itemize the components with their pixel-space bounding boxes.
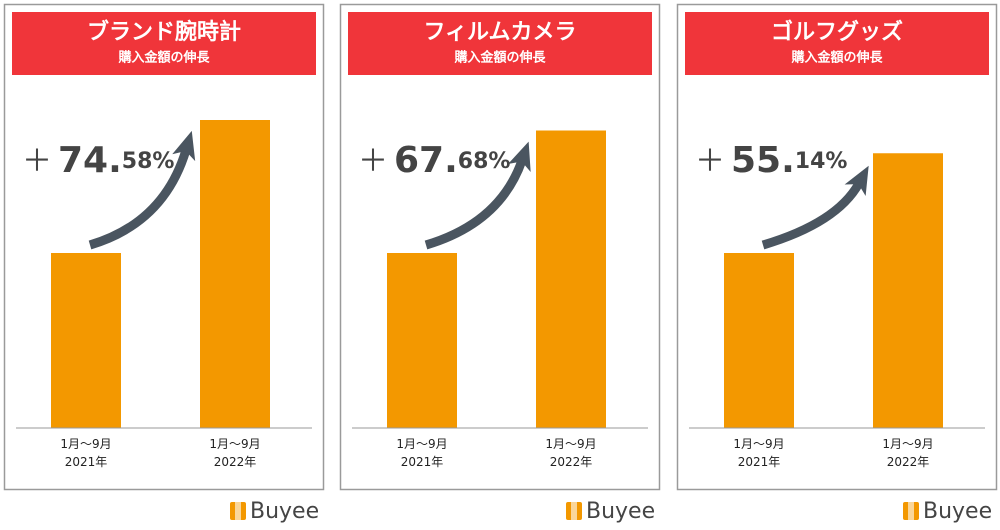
logo-icon-inner [571, 502, 577, 520]
annotation-part: ＋ [358, 144, 388, 179]
x-tick-label-line: 2022年 [550, 455, 593, 469]
annotation-part: 68% [458, 149, 511, 174]
x-tick-label-line: 1月～9月 [882, 437, 933, 451]
annotation-part: 55. [731, 140, 795, 181]
header [12, 12, 316, 75]
x-tick-label-line: 1月～9月 [733, 437, 784, 451]
chart-title: フィルムカメラ [423, 20, 576, 45]
growth-annotation: ＋ 74.58% [22, 140, 174, 181]
x-tick-label: 1月～9月 2022年 [545, 437, 596, 469]
x-tick-label-line: 2022年 [214, 455, 257, 469]
x-tick-label-line: 2021年 [65, 455, 108, 469]
chart-title: ブランド腕時計 [87, 19, 241, 45]
x-tick-label-line: 2021年 [738, 455, 781, 469]
annotation-part: ＋ [695, 144, 725, 179]
bar [51, 253, 121, 428]
x-tick-label: 1月～9月 2021年 [733, 437, 784, 469]
growth-arrow [88, 130, 196, 250]
brand-logo: Buyee [230, 499, 319, 524]
x-tick-label-line: 1月～9月 [60, 437, 111, 451]
chart-title: ゴルフグッズ [771, 19, 903, 45]
x-tick-label: 1月～9月 2022年 [209, 437, 260, 469]
logo-text: Buyee [250, 499, 319, 524]
brand-logo: Buyee [566, 499, 655, 524]
x-tick-label: 1月～9月 2021年 [396, 437, 447, 469]
logo-text: Buyee [586, 499, 655, 524]
bar [200, 120, 270, 428]
growth-arrow [761, 165, 869, 250]
growth-annotation: ＋ 55.14% [695, 140, 847, 181]
brand-logo: Buyee [903, 499, 992, 524]
bar [724, 253, 794, 428]
x-tick-label: 1月～9月 2022年 [882, 437, 933, 469]
x-tick-label-line: 1月～9月 [545, 437, 596, 451]
chart-subtitle: 購入金額の伸長 [117, 50, 210, 66]
bar [536, 130, 606, 428]
annotation-part: 14% [795, 149, 848, 174]
logo-icon-inner [908, 502, 914, 520]
header [685, 12, 989, 75]
x-tick-label-line: 1月～9月 [396, 437, 447, 451]
annotation-part: 67. [394, 140, 458, 181]
annotation-part: 74. [58, 140, 122, 181]
x-tick-label: 1月～9月 2021年 [60, 437, 111, 469]
logo-icon-inner [235, 502, 241, 520]
x-tick-label-line: 2021年 [401, 455, 444, 469]
growth-arrow [424, 141, 531, 250]
header [348, 12, 652, 75]
growth-annotation: ＋ 67.68% [358, 140, 510, 181]
chart-subtitle: 購入金額の伸長 [453, 50, 546, 66]
bar [387, 253, 457, 428]
logo-text: Buyee [923, 499, 992, 524]
bar [873, 153, 943, 428]
x-tick-label-line: 1月～9月 [209, 437, 260, 451]
chart-subtitle: 購入金額の伸長 [790, 50, 883, 66]
x-tick-label-line: 2022年 [887, 455, 930, 469]
annotation-part: 58% [122, 149, 175, 174]
annotation-part: ＋ [22, 144, 52, 179]
